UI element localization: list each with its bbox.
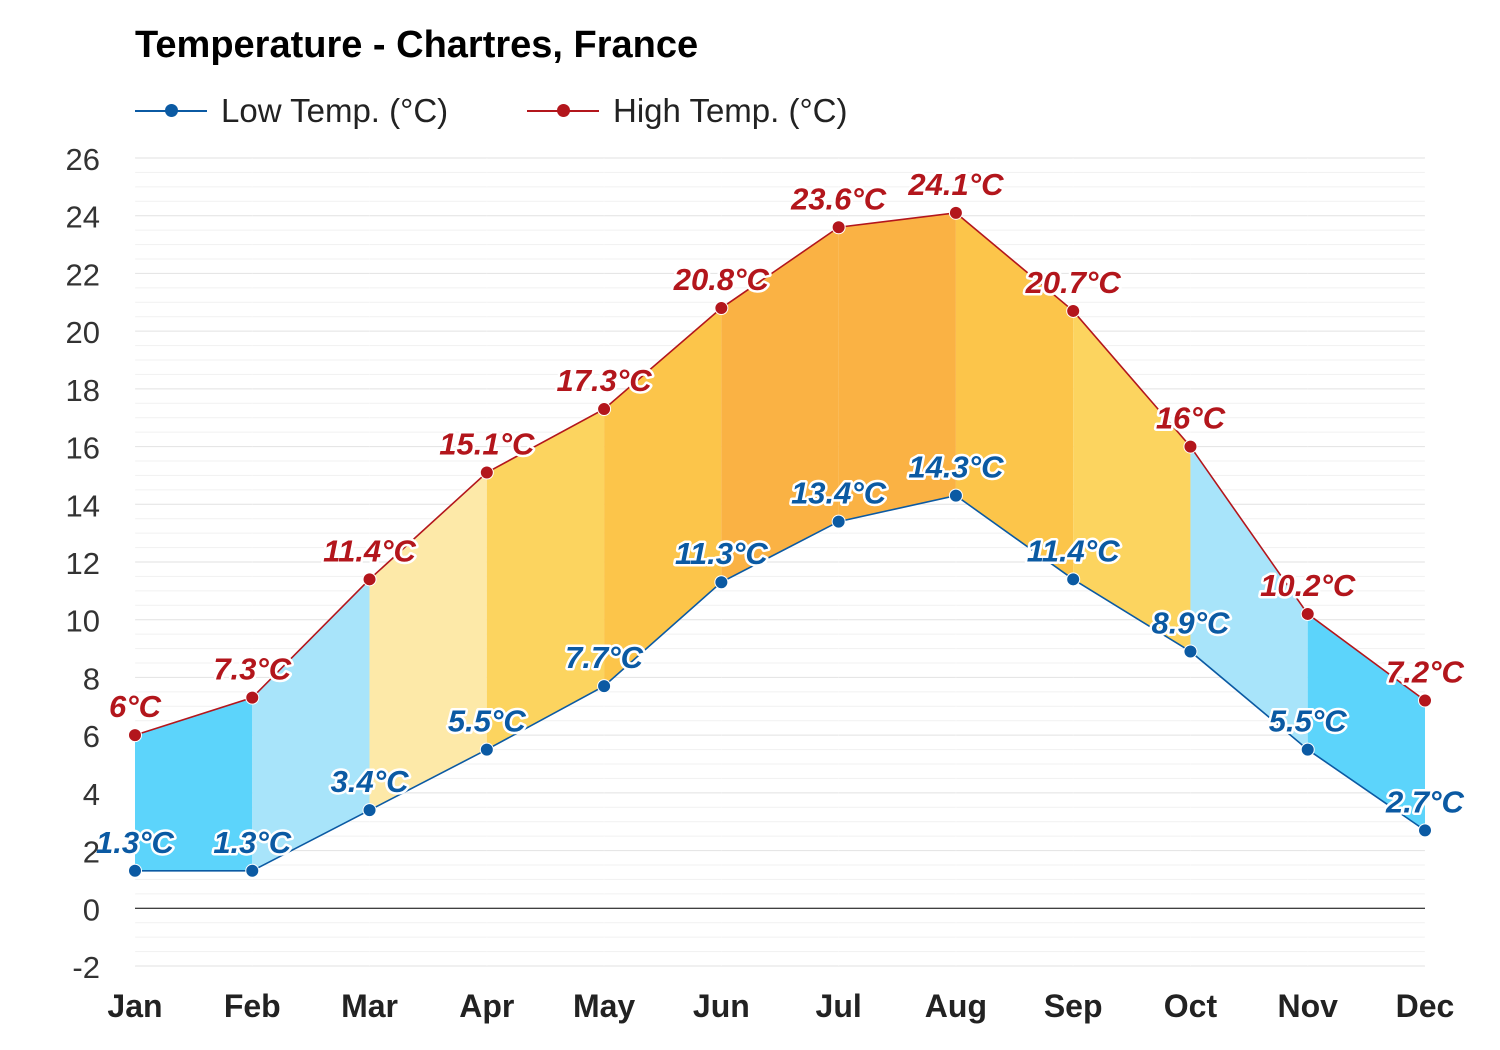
high-temp-point xyxy=(1300,606,1315,621)
low-temp-label: 5.5°C xyxy=(448,704,526,739)
low-temp-label: 13.4°C xyxy=(791,476,887,511)
range-band xyxy=(721,227,839,583)
y-tick-label: 0 xyxy=(83,892,100,927)
x-tick-label: Mar xyxy=(341,988,398,1024)
y-tick-label: 10 xyxy=(66,604,100,639)
x-tick-label: Jul xyxy=(816,988,862,1024)
data-points xyxy=(128,205,1432,878)
range-band xyxy=(252,579,370,871)
range-band xyxy=(1307,613,1425,831)
legend-label-high: High Temp. (°C) xyxy=(613,92,848,129)
y-tick-label: 6 xyxy=(83,719,100,754)
high-temp-point xyxy=(714,301,729,316)
range-band xyxy=(838,212,956,522)
low-temp-point xyxy=(1418,823,1432,838)
low-temp-label: 2.7°C xyxy=(1385,784,1464,819)
low-temp-label: 8.9°C xyxy=(1152,605,1230,640)
low-temp-point xyxy=(597,679,612,694)
low-temp-label: 1.3°C xyxy=(96,825,174,860)
low-temp-point xyxy=(479,742,494,757)
low-temp-point xyxy=(1300,742,1315,757)
low-temp-point xyxy=(362,803,377,818)
y-tick-label: -2 xyxy=(72,950,100,985)
low-temp-label: 14.3°C xyxy=(908,450,1004,485)
low-temp-point xyxy=(245,863,260,878)
y-tick-label: 22 xyxy=(66,257,100,292)
high-temp-label: 6°C xyxy=(109,689,162,724)
high-temp-label: 10.2°C xyxy=(1260,568,1356,603)
legend-label-low: Low Temp. (°C) xyxy=(221,92,449,129)
y-tick-label: 24 xyxy=(66,200,100,235)
series-lines xyxy=(134,211,1426,872)
y-tick-label: 14 xyxy=(66,488,100,523)
x-tick-label: Apr xyxy=(459,988,514,1024)
low-temp-label: 11.3°C xyxy=(675,536,768,571)
low-temp-point xyxy=(714,575,729,590)
range-band xyxy=(369,472,487,811)
high-temp-label: 24.1°C xyxy=(907,167,1004,202)
range-band xyxy=(486,409,605,750)
x-tick-label: Feb xyxy=(224,988,281,1024)
chart-title: Temperature - Chartres, France xyxy=(135,24,699,66)
range-band xyxy=(135,697,253,871)
range-band xyxy=(1190,446,1308,750)
high-temp-label: 11.4°C xyxy=(323,533,416,568)
legend-marker-low xyxy=(165,104,178,117)
high-temp-point xyxy=(831,220,846,235)
y-tick-label: 2 xyxy=(83,835,100,870)
high-temp-point xyxy=(479,465,494,480)
high-temp-point xyxy=(1183,439,1198,454)
high-temp-label: 16°C xyxy=(1156,401,1226,436)
x-tick-label: Dec xyxy=(1396,988,1455,1024)
x-tick-label: Aug xyxy=(925,988,987,1024)
data-labels: 1.3°C 1.3°C 3.4°C 5.5°C 7.7°C 11.3°C 13.4°C 14.… xyxy=(94,164,1467,862)
low-temp-label: 3.4°C xyxy=(331,764,409,799)
low-temp-label: 1.3°C xyxy=(213,825,291,860)
high-temp-point xyxy=(362,572,377,587)
high-temp-label: 7.2°C xyxy=(1386,655,1464,690)
x-tick-label: Sep xyxy=(1044,988,1103,1024)
range-bands xyxy=(135,212,1425,871)
high-temp-point xyxy=(245,690,260,705)
high-temp-label: 15.1°C xyxy=(439,427,535,462)
high-temp-label: 17.3°C xyxy=(557,363,653,398)
x-tick-label: Oct xyxy=(1164,988,1218,1024)
high-temp-point xyxy=(1066,303,1081,318)
low-temp-point xyxy=(1066,572,1081,587)
y-tick-label: 4 xyxy=(83,777,100,812)
y-tick-label: 12 xyxy=(66,546,100,581)
low-temp-point xyxy=(1183,644,1198,659)
low-temp-point xyxy=(831,514,846,529)
high-temp-label: 23.6°C xyxy=(790,181,887,216)
x-tick-label: Jan xyxy=(107,988,162,1024)
high-temp-label: 20.8°C xyxy=(673,262,770,297)
low-temp-label: 11.4°C xyxy=(1027,533,1120,568)
low-temp-point xyxy=(128,863,142,878)
range-band xyxy=(604,308,722,687)
high-temp-point xyxy=(1418,693,1432,708)
x-tick-label: May xyxy=(573,988,635,1024)
high-temp-point xyxy=(948,205,963,220)
y-tick-label: 8 xyxy=(83,661,100,696)
high-temp-label: 7.3°C xyxy=(213,652,291,687)
x-tick-label: Jun xyxy=(693,988,750,1024)
y-tick-label: 18 xyxy=(66,373,100,408)
y-tick-label: 20 xyxy=(66,315,100,350)
low-temp-line xyxy=(135,494,1426,872)
high-temp-point xyxy=(597,402,612,417)
high-temp-line xyxy=(134,211,1426,736)
low-temp-label: 5.5°C xyxy=(1269,704,1347,739)
high-temp-label: 20.7°C xyxy=(1025,265,1122,300)
low-temp-label: 7.7°C xyxy=(565,640,643,675)
range-band xyxy=(1073,310,1191,652)
y-tick-label: 16 xyxy=(66,431,100,466)
y-tick-label: 26 xyxy=(66,142,100,177)
range-band xyxy=(955,212,1074,580)
low-temp-point xyxy=(948,488,963,503)
high-temp-point xyxy=(128,728,142,743)
x-tick-label: Nov xyxy=(1278,988,1339,1024)
legend-marker-high xyxy=(557,104,570,117)
